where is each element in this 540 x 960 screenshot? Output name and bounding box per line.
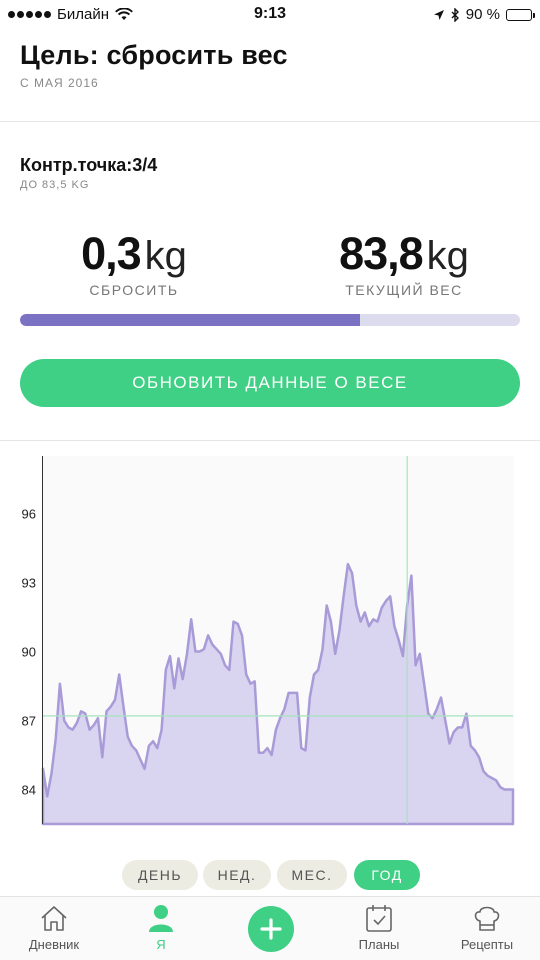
update-weight-button[interactable]: ОБНОВИТЬ ДАННЫЕ О ВЕСЕ <box>20 359 520 407</box>
wifi-icon <box>115 8 133 20</box>
tabbar-plans[interactable]: Планы <box>329 903 429 952</box>
tab-year[interactable]: ГОД <box>354 860 420 890</box>
weight-chart-svg: 96 93 90 87 84 <box>22 456 515 826</box>
tabbar-me[interactable]: Я <box>111 903 211 952</box>
weight-chart: 96 93 90 87 84 <box>0 446 540 856</box>
calendar-check-icon <box>366 905 392 932</box>
weight-lost-unit: kg <box>144 234 187 278</box>
tab-day[interactable]: ДЕНЬ <box>122 860 198 890</box>
plus-icon <box>260 918 282 940</box>
y-tick-label: 96 <box>22 507 36 522</box>
signal-icon <box>8 11 51 18</box>
chef-hat-icon <box>474 906 500 931</box>
y-tick-label: 84 <box>22 783 36 798</box>
y-axis-ticks: 96 93 90 87 84 <box>22 507 36 798</box>
tab-month[interactable]: МЕС. <box>277 860 347 890</box>
goal-since-date: С МАЯ 2016 <box>20 76 99 90</box>
weight-area <box>41 562 515 826</box>
person-icon <box>149 905 173 932</box>
current-weight-unit: kg <box>426 234 469 278</box>
battery-icon <box>506 8 535 21</box>
carrier-label: Билайн <box>57 6 109 23</box>
checkpoint-title: Контр.точка:3/4 <box>20 155 158 175</box>
tabbar-me-label: Я <box>156 937 166 952</box>
home-icon <box>41 906 67 931</box>
tabbar-diary-label: Дневник <box>28 937 80 952</box>
progress-fill <box>20 314 360 326</box>
current-weight-stat: 83,8 kg ТЕКУЩИЙ ВЕС <box>294 228 514 298</box>
y-tick-label: 93 <box>22 576 36 591</box>
tabbar-recipes-label: Рецепты <box>460 937 514 952</box>
tabbar-plans-label: Планы <box>358 937 400 952</box>
y-tick-label: 87 <box>22 714 36 729</box>
weight-lost-stat: 0,3 kg СБРОСИТЬ <box>24 228 244 298</box>
current-weight-label: ТЕКУЩИЙ ВЕС <box>345 282 463 298</box>
current-weight-value: 83,8 <box>339 228 424 279</box>
divider <box>0 440 540 441</box>
location-arrow-icon <box>433 9 444 20</box>
bluetooth-icon <box>451 7 459 22</box>
divider <box>0 121 540 122</box>
tabbar-recipes[interactable]: Рецепты <box>437 903 537 952</box>
status-bar: Билайн 9:13 90 % <box>0 0 540 30</box>
checkpoint-target: ДО 83,5 KG <box>20 179 90 191</box>
tabbar-diary[interactable]: Дневник <box>4 903 104 952</box>
clock: 9:13 <box>253 5 287 22</box>
battery-percent: 90 % <box>465 6 500 23</box>
status-right: 90 % <box>433 6 535 23</box>
page-title: Цель: сбросить вес <box>20 40 288 70</box>
weight-lost-value: 0,3 <box>81 228 142 279</box>
range-tabs: ДЕНЬ НЕД. МЕС. ГОД <box>0 860 540 890</box>
y-tick-label: 90 <box>22 645 36 660</box>
add-entry-button[interactable] <box>248 906 294 952</box>
weight-lost-label: СБРОСИТЬ <box>89 282 179 298</box>
status-left: Билайн <box>8 6 133 23</box>
checkpoint-progress-bar <box>20 314 520 326</box>
tab-week[interactable]: НЕД. <box>203 860 271 890</box>
